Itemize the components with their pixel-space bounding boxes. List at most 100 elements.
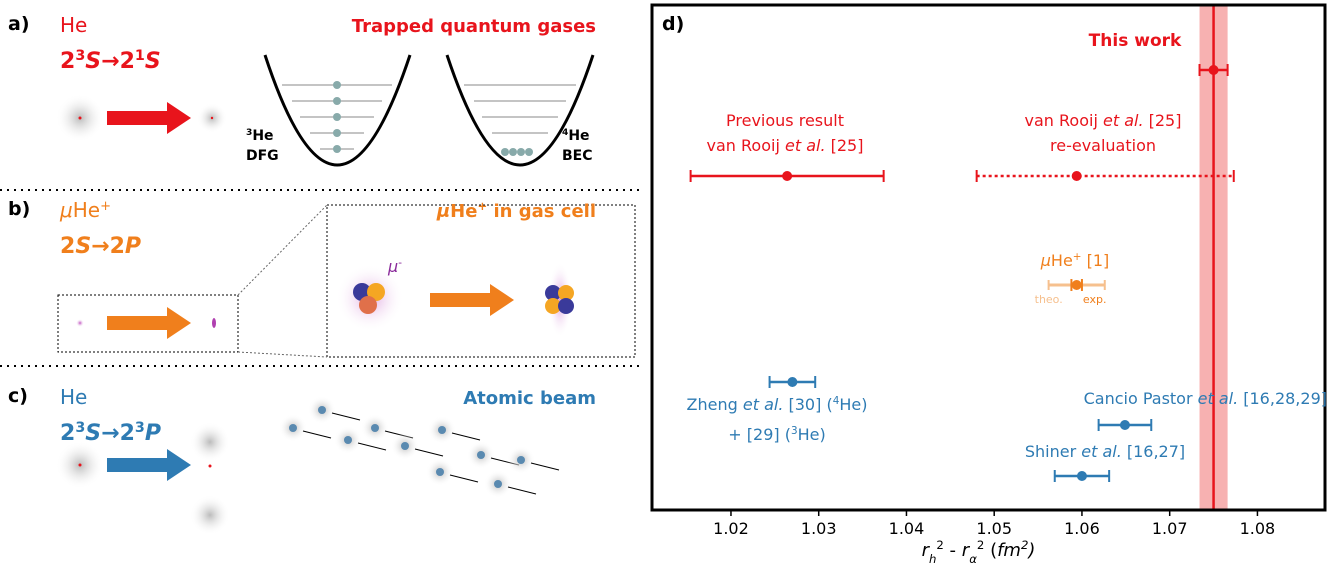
text-segment: DFG bbox=[246, 148, 279, 164]
x-tick-label: 1.07 bbox=[1152, 519, 1188, 538]
text-segment: μ bbox=[1040, 251, 1051, 270]
text-segment: 1 bbox=[135, 48, 145, 64]
text-segment: α bbox=[969, 552, 977, 564]
text-segment: van Rooij bbox=[1025, 111, 1103, 130]
text-segment: μ bbox=[59, 198, 73, 222]
series-label: + [29] (3He) bbox=[728, 425, 825, 444]
text-segment: + bbox=[100, 199, 111, 214]
text-segment: in gas cell bbox=[487, 201, 596, 222]
theory-label: theo. bbox=[1035, 293, 1063, 306]
text-segment: Zheng bbox=[687, 395, 743, 414]
panel-label: b) bbox=[8, 198, 30, 220]
x-tick-label: 1.05 bbox=[976, 519, 1012, 538]
text-segment: μ bbox=[436, 201, 450, 222]
text-segment: He bbox=[73, 198, 100, 222]
text-segment: P bbox=[145, 421, 161, 446]
trap-tag: DFG bbox=[246, 148, 279, 164]
text-segment: 2 bbox=[1021, 538, 1028, 552]
x-tick-label: 1.03 bbox=[801, 519, 837, 538]
transition: 23S→21S bbox=[60, 48, 161, 74]
text-segment: μ bbox=[387, 257, 398, 276]
panel-c-art bbox=[56, 396, 560, 535]
text-segment: He) bbox=[839, 395, 867, 414]
panel-b-art bbox=[57, 204, 636, 358]
panel-title: Atomic beam bbox=[463, 388, 596, 409]
series-label: Previous result bbox=[726, 111, 844, 130]
text-segment: et al. bbox=[743, 395, 784, 414]
series-label: μHe+ [1] bbox=[1040, 251, 1110, 270]
text-segment: He bbox=[568, 128, 589, 144]
text-segment: 2 bbox=[110, 234, 125, 259]
chart: d) 1.02 1.03 1.04 1.05 1.06 1.07 1.08 rh2 - rα2 … bbox=[650, 3, 1327, 564]
text-segment: Shiner bbox=[1025, 442, 1081, 461]
data-point bbox=[1076, 471, 1087, 481]
text-segment: He bbox=[252, 128, 273, 144]
data-point bbox=[1208, 65, 1219, 75]
text-segment: This work bbox=[1089, 31, 1182, 51]
text-segment: 2 bbox=[977, 538, 984, 552]
data-point bbox=[782, 171, 793, 181]
series-label: This work bbox=[1089, 31, 1182, 51]
text-segment: He bbox=[450, 201, 477, 222]
text-segment: + bbox=[1073, 251, 1082, 263]
text-segment: r bbox=[962, 540, 971, 561]
text-segment: [1] bbox=[1082, 251, 1110, 270]
text-segment: 3 bbox=[246, 128, 252, 138]
text-segment: et al. bbox=[1198, 389, 1239, 408]
x-tick-label: 1.02 bbox=[713, 519, 749, 538]
muon-label: μ- bbox=[387, 257, 402, 276]
trap-tag: BEC bbox=[562, 148, 593, 164]
data-point bbox=[1071, 171, 1082, 181]
text-segment: 3 bbox=[135, 420, 145, 436]
species: μHe+ bbox=[59, 198, 111, 222]
x-tick-label: 1.06 bbox=[1064, 519, 1100, 538]
text-segment: → bbox=[101, 49, 119, 74]
data-point bbox=[787, 377, 798, 387]
text-segment: + [29] ( bbox=[728, 425, 791, 444]
panel-title: μHe+ in gas cell bbox=[436, 199, 596, 222]
plot-frame bbox=[650, 3, 1327, 512]
text-segment: Cancio Pastor bbox=[1084, 389, 1198, 408]
text-segment: re-evaluation bbox=[1050, 136, 1156, 155]
panel-label: a) bbox=[8, 13, 30, 35]
trap-tag: 3He bbox=[246, 128, 274, 144]
text-segment: 3 bbox=[75, 420, 85, 436]
panel-title: Trapped quantum gases bbox=[352, 16, 596, 37]
x-tick-label: 1.08 bbox=[1240, 519, 1276, 538]
exp-label: exp. bbox=[1083, 293, 1107, 306]
data-point bbox=[1071, 280, 1082, 290]
text-segment: - bbox=[398, 257, 402, 269]
text-segment: fm bbox=[997, 540, 1021, 561]
data-point bbox=[1119, 420, 1130, 430]
trap-tag: 4He bbox=[562, 128, 590, 144]
panel-label: d) bbox=[662, 13, 684, 35]
text-segment: 2 bbox=[60, 49, 75, 74]
text-segment: [16,28,29] bbox=[1238, 389, 1327, 408]
text-segment: 3 bbox=[791, 425, 798, 437]
panel-a-art bbox=[56, 54, 595, 167]
text-segment: Previous result bbox=[726, 111, 844, 130]
text-segment: 2 bbox=[120, 49, 135, 74]
series-label: Zheng et al. [30] (4He) bbox=[687, 395, 868, 414]
text-segment: → bbox=[91, 234, 109, 259]
text-segment: 4 bbox=[562, 128, 568, 138]
text-segment: He bbox=[60, 385, 87, 409]
text-segment: - bbox=[944, 540, 962, 561]
text-segment: et al. bbox=[1103, 111, 1144, 130]
text-segment: et al. bbox=[1081, 442, 1122, 461]
transition: 2S→2P bbox=[60, 234, 141, 259]
series-label: re-evaluation bbox=[1050, 136, 1156, 155]
text-segment: He) bbox=[798, 425, 826, 444]
text-segment: [25] bbox=[826, 136, 864, 155]
text-segment: P bbox=[125, 234, 141, 259]
text-segment: h bbox=[929, 552, 936, 564]
species: He bbox=[60, 385, 87, 409]
text-segment: et al. bbox=[785, 136, 826, 155]
text-segment: S bbox=[85, 421, 101, 446]
text-segment: S bbox=[85, 49, 101, 74]
text-segment: 2 bbox=[60, 234, 75, 259]
text-segment: S bbox=[145, 49, 161, 74]
x-tick-label: 1.04 bbox=[889, 519, 925, 538]
